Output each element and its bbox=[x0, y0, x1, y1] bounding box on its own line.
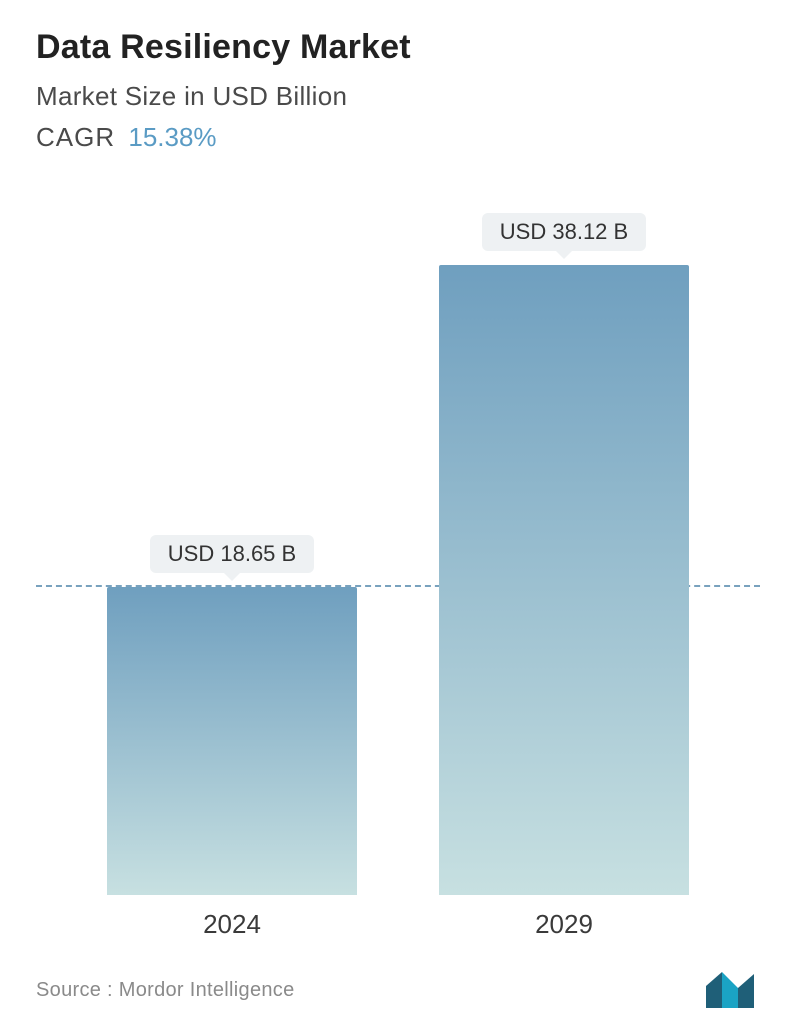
bar-column: USD 38.12 B bbox=[434, 213, 694, 895]
bars-container: USD 18.65 B USD 38.12 B bbox=[36, 175, 760, 895]
bar-column: USD 18.65 B bbox=[102, 535, 362, 895]
cagr-row: CAGR 15.38% bbox=[36, 122, 760, 153]
cagr-label: CAGR bbox=[36, 122, 115, 152]
chart-subtitle: Market Size in USD Billion bbox=[36, 81, 760, 112]
x-axis-tick-label: 2024 bbox=[102, 909, 362, 940]
bar-value-label: USD 38.12 B bbox=[482, 213, 646, 251]
bar-value-label: USD 18.65 B bbox=[150, 535, 314, 573]
bar bbox=[439, 265, 689, 895]
chart-footer: Source : Mordor Intelligence bbox=[36, 970, 760, 1010]
brand-logo-icon bbox=[704, 970, 760, 1010]
chart-title: Data Resiliency Market bbox=[36, 28, 760, 67]
x-axis-tick-label: 2029 bbox=[434, 909, 694, 940]
bar bbox=[107, 587, 357, 895]
cagr-value: 15.38% bbox=[128, 122, 216, 152]
chart-card: Data Resiliency Market Market Size in US… bbox=[0, 0, 796, 1034]
x-axis-labels: 2024 2029 bbox=[36, 909, 760, 940]
source-attribution: Source : Mordor Intelligence bbox=[36, 979, 295, 1002]
chart-plot-area: USD 18.65 B USD 38.12 B bbox=[36, 175, 760, 895]
